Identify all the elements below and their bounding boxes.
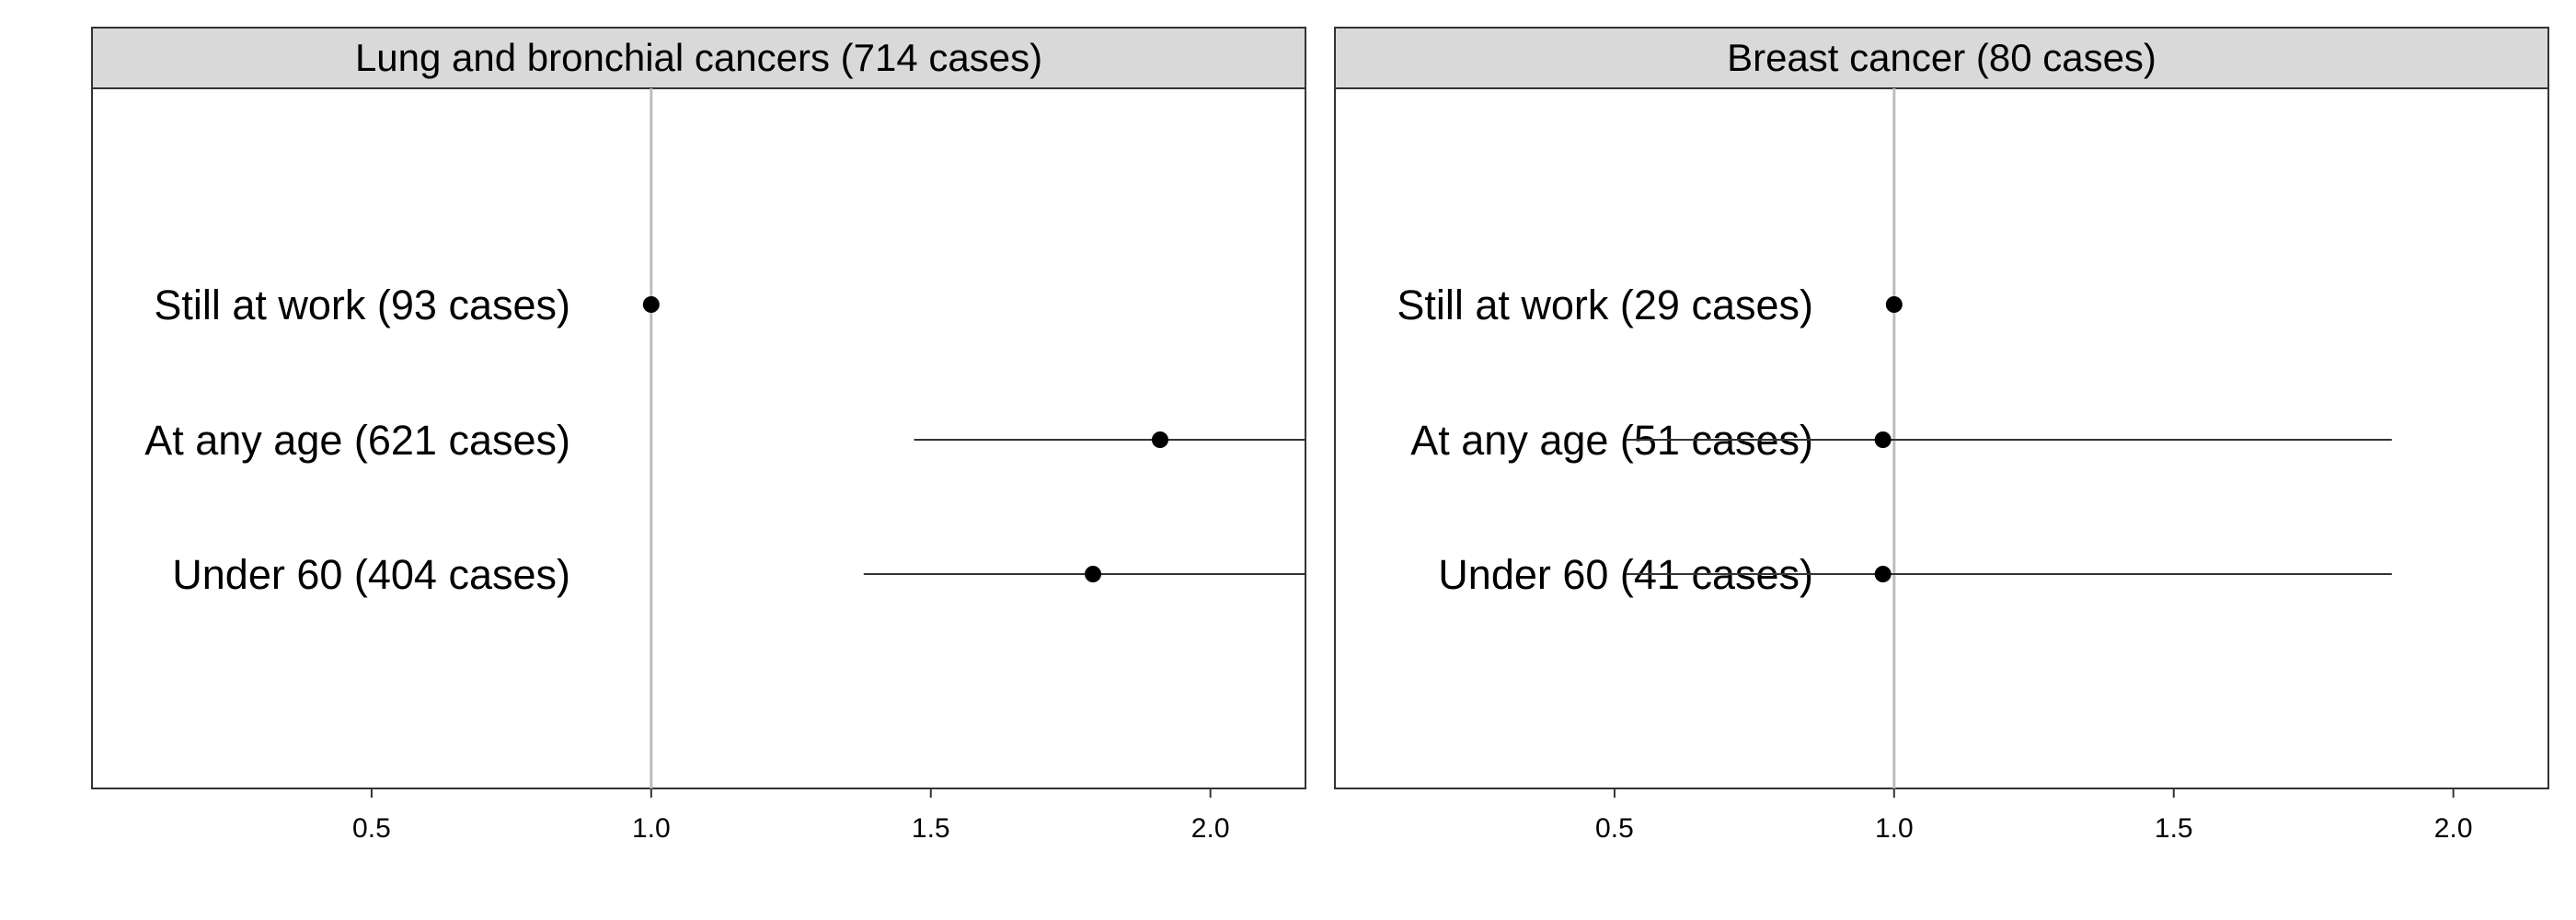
panel-strip — [91, 27, 1306, 89]
panel-title: Breast cancer (80 cases) — [1727, 36, 2156, 79]
row-label: At any age (621 cases) — [144, 417, 570, 464]
x-tick-label: 0.5 — [1595, 813, 1634, 844]
x-tick-label: 1.0 — [1875, 813, 1914, 844]
x-tick-label: 2.0 — [2434, 813, 2473, 844]
x-tick-label: 0.5 — [352, 813, 391, 844]
panel-strip — [1334, 27, 2549, 89]
point-estimate-marker — [642, 296, 660, 313]
row-label: Still at work (29 cases) — [1397, 282, 1813, 328]
x-tick-label: 1.5 — [2155, 813, 2193, 844]
x-tick-label: 1.5 — [912, 813, 950, 844]
panel-title: Lung and bronchial cancers (714 cases) — [355, 36, 1042, 79]
plot-area — [91, 87, 1306, 789]
x-tick-label: 1.0 — [632, 813, 671, 844]
facet-panel-2: Breast cancer (80 cases) Still at work (2… — [1334, 27, 2549, 844]
point-estimate-marker — [1874, 431, 1892, 448]
x-tick-label: 2.0 — [1191, 813, 1230, 844]
point-estimate-marker — [1085, 566, 1102, 582]
facet-panel-1: Lung and bronchial cancers (714 cases) St… — [91, 27, 1306, 844]
point-estimate-marker — [1151, 431, 1168, 448]
row-label: Under 60 (404 cases) — [172, 551, 570, 598]
point-estimate-marker — [1874, 566, 1892, 582]
row-label: Still at work (93 cases) — [154, 282, 570, 328]
point-estimate-marker — [1885, 296, 1903, 313]
plot-area — [1334, 87, 2549, 789]
